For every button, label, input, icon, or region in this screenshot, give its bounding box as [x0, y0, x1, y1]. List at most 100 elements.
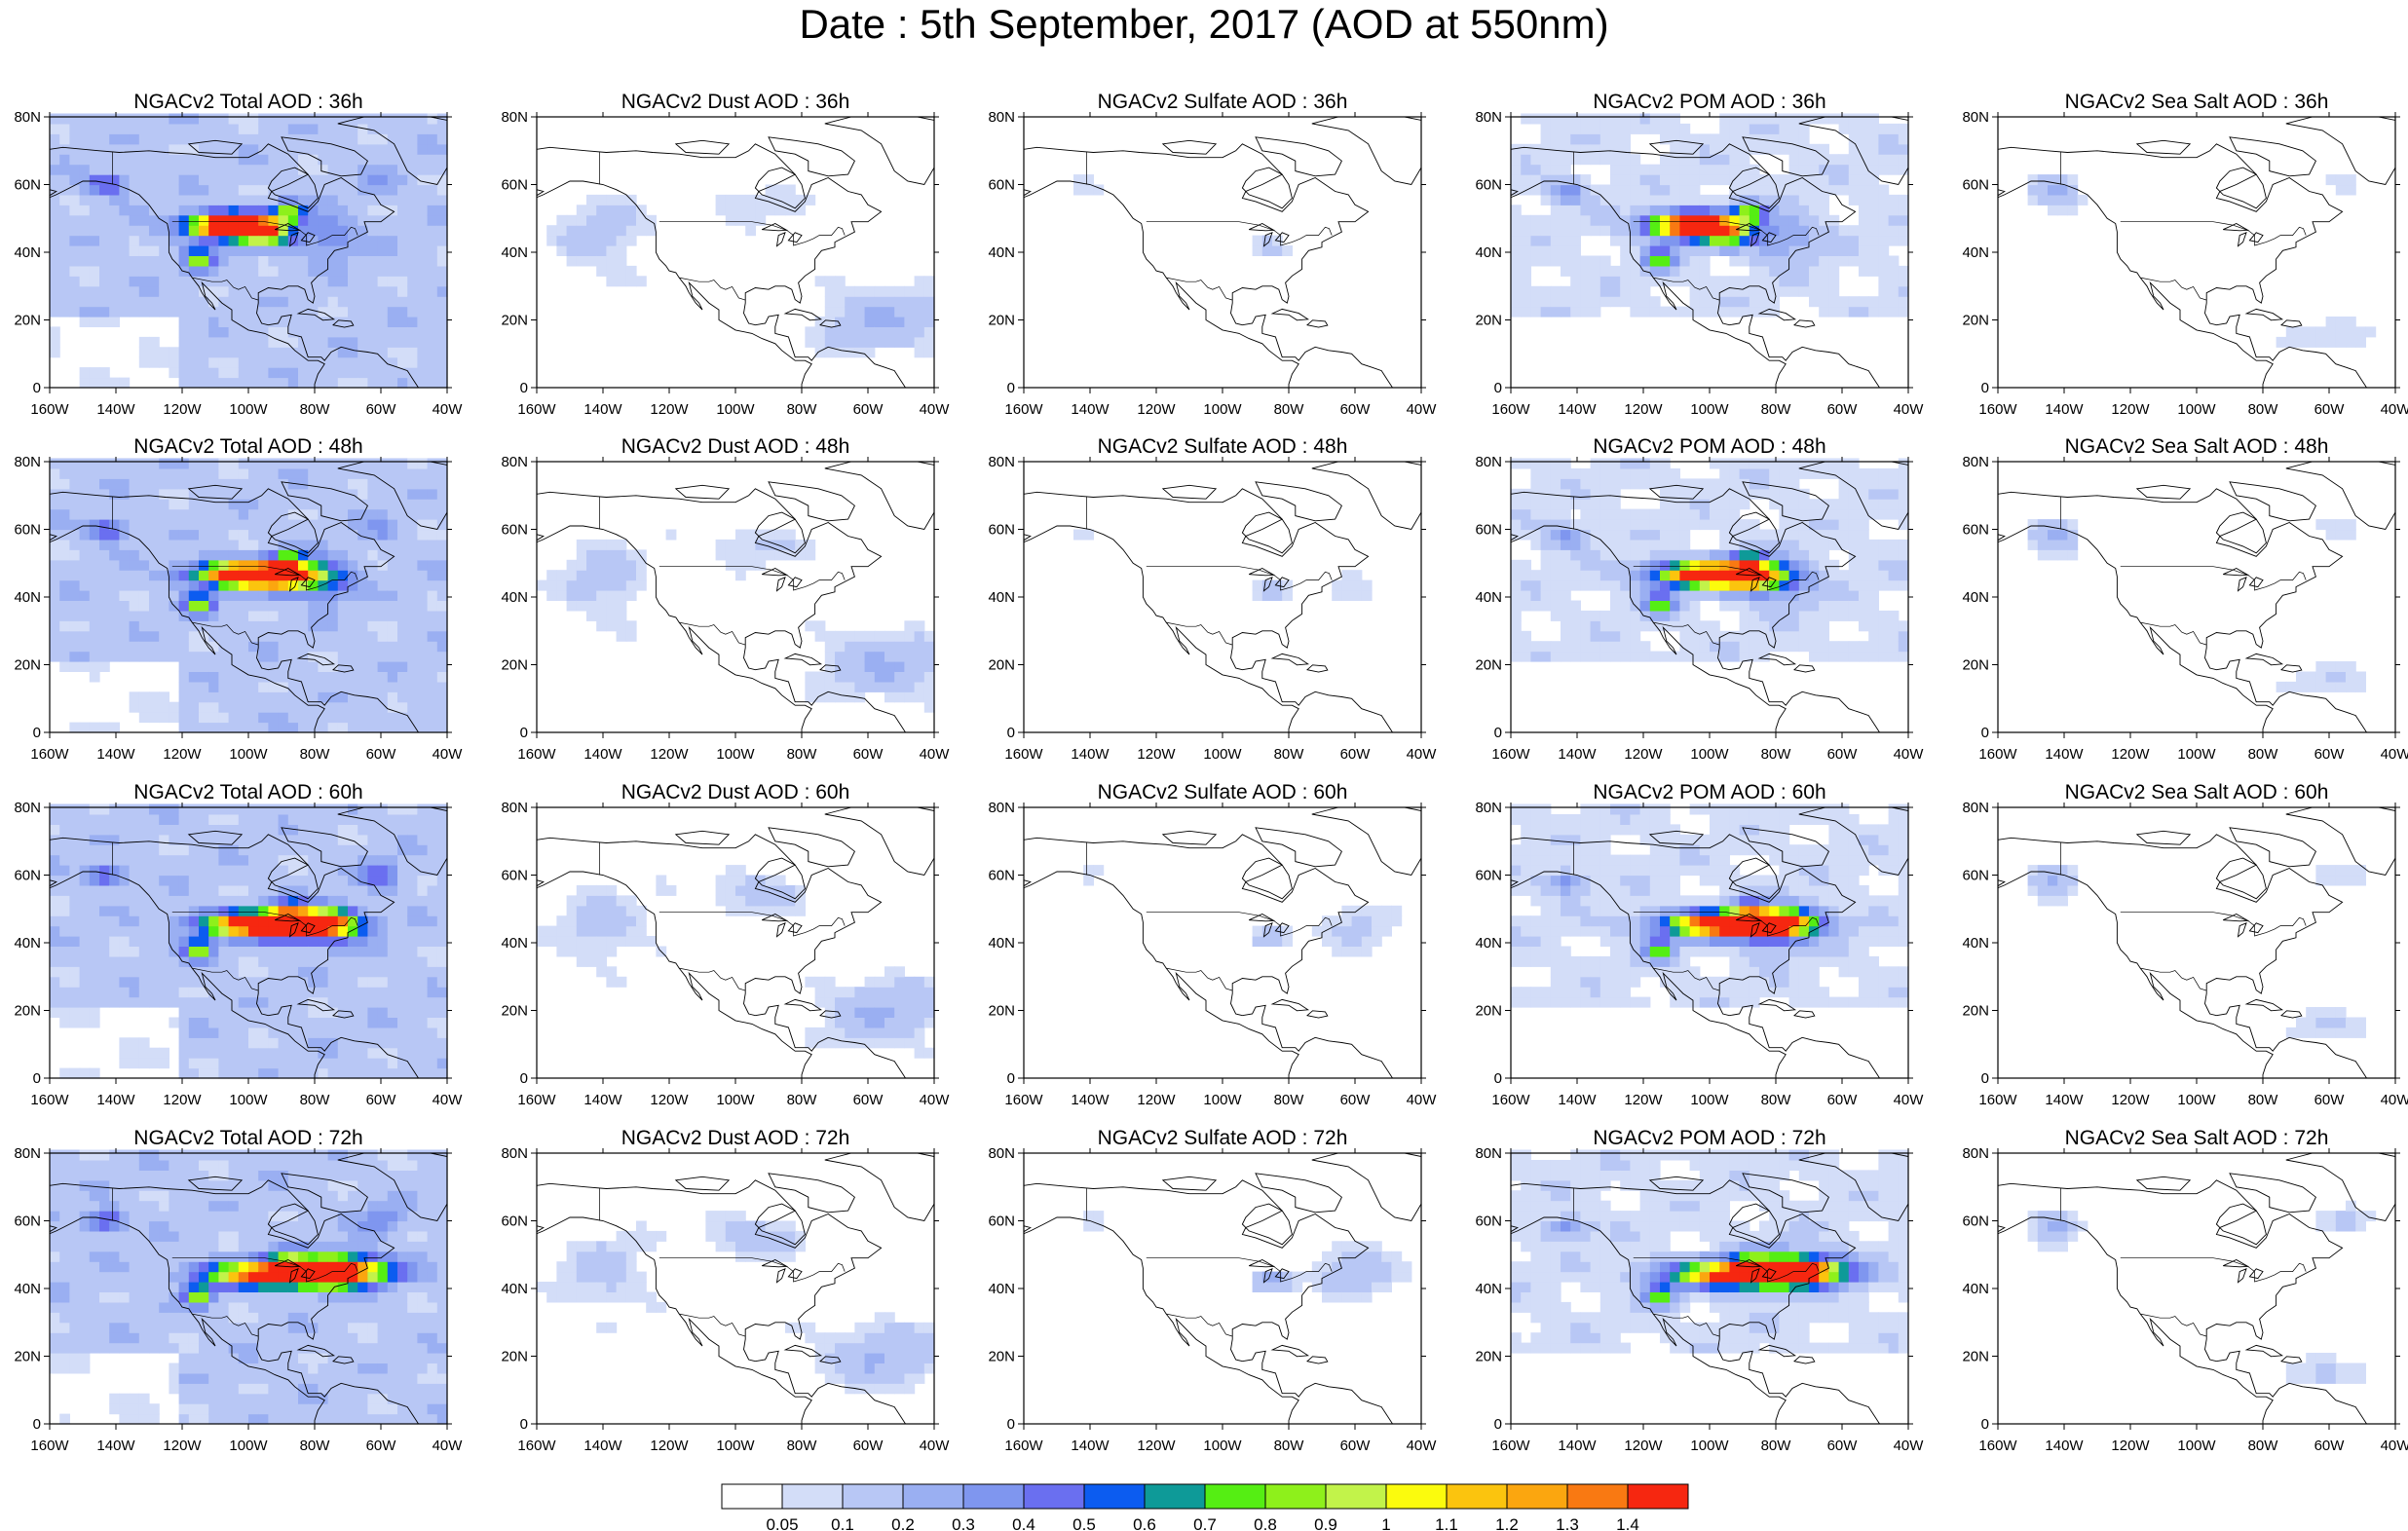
aod-cell [159, 255, 169, 267]
aod-cell [1679, 245, 1691, 256]
aod-cell [357, 225, 368, 237]
aod-cell [1888, 499, 1900, 510]
aod-cell [1561, 245, 1571, 256]
aod-cell [616, 225, 627, 237]
aod-cell [129, 620, 140, 632]
aod-cell [566, 579, 578, 591]
aod-cell [2037, 174, 2049, 186]
aod-cell [337, 1047, 349, 1059]
aod-cell [1670, 529, 1680, 541]
aod-cell [1719, 214, 1730, 226]
aod-cell [1550, 255, 1561, 267]
aod-cell [1739, 306, 1750, 317]
aod-cell [1779, 478, 1790, 490]
aod-cell [1749, 184, 1760, 196]
aod-cell [218, 164, 230, 175]
aod-cell [417, 955, 429, 967]
aod-cell [268, 184, 280, 196]
aod-cell [268, 549, 280, 561]
aod-cell [109, 600, 120, 612]
aod-cell [566, 590, 578, 601]
aod-cell [606, 245, 618, 256]
aod-cell [119, 499, 131, 510]
coastlines [1998, 462, 2395, 732]
aod-cell [2335, 529, 2347, 541]
aod-cell [149, 630, 160, 642]
aod-cell [357, 184, 368, 196]
aod-cell [119, 915, 131, 927]
aod-cell [218, 549, 230, 561]
y-tick-label: 80N [1962, 109, 1989, 126]
aod-cell [287, 905, 299, 916]
aod-cell [1710, 519, 1720, 531]
aod-cell [1580, 296, 1592, 308]
aod-cell [1898, 133, 1909, 145]
aod-cell [228, 255, 240, 267]
aod-cell [1580, 285, 1592, 297]
aod-cell [248, 113, 259, 125]
aod-cell [149, 519, 160, 531]
aod-cell [248, 946, 259, 957]
aod-cell [149, 905, 160, 916]
x-tick-label: 140W [96, 746, 135, 763]
aod-cell [119, 467, 131, 479]
aod-cell [318, 508, 329, 520]
aod-cell [178, 875, 190, 886]
aod-cell [79, 529, 91, 541]
aod-cell [427, 377, 438, 389]
aod-cell [188, 976, 200, 988]
aod-cell [1590, 225, 1601, 237]
aod-cell [188, 691, 200, 703]
aod-cell [258, 347, 269, 358]
panel-title: NGACv2 Sea Salt AOD : 36h [2065, 91, 2329, 113]
aod-cell [1868, 143, 1879, 155]
aod-cell [238, 205, 249, 216]
aod-cell [59, 570, 70, 581]
aod-cell [1759, 194, 1770, 205]
aod-cell [79, 235, 91, 246]
aod-cell [1540, 154, 1552, 166]
aod-cell [298, 488, 309, 500]
aod-cell [1838, 235, 1850, 246]
aod-cell [159, 184, 169, 196]
aod-cell [625, 549, 637, 561]
aod-cell [50, 539, 60, 550]
aod-cell [337, 549, 349, 561]
aod-cell [1550, 488, 1561, 500]
aod-cell [238, 661, 249, 672]
aod-cell [1719, 225, 1730, 237]
aod-cell [99, 884, 110, 896]
aod-cell [387, 184, 398, 196]
aod-cell [725, 559, 736, 571]
aod-cell [436, 701, 448, 713]
aod-cell [1828, 174, 1840, 186]
aod-cell [904, 691, 916, 703]
aod-cell [755, 529, 767, 541]
aod-cell [904, 296, 916, 308]
aod-cell [2057, 184, 2068, 196]
aod-cell [1530, 458, 1542, 469]
aod-cell [1521, 296, 1531, 308]
aod-cell [387, 276, 398, 287]
aod-cell [795, 549, 806, 561]
aod-cell [367, 722, 379, 733]
aod-cell [1809, 174, 1820, 186]
aod-cell [407, 458, 418, 469]
aod-cell [238, 529, 249, 541]
aod-cell [287, 976, 299, 988]
aod-cell [1888, 610, 1900, 621]
aod-cell [129, 946, 140, 957]
aod-cell [1639, 590, 1651, 601]
aod-cell [1649, 458, 1661, 469]
aod-cell [159, 925, 169, 937]
aod-cell [129, 1047, 140, 1059]
aod-cell [397, 925, 408, 937]
aod-cell [387, 814, 398, 825]
aod-cell [287, 671, 299, 683]
aod-cell [79, 458, 91, 469]
aod-cell [208, 539, 219, 550]
aod-cell [79, 925, 91, 937]
aod-cell [2027, 519, 2039, 531]
aod-cell [1699, 508, 1711, 520]
aod-cell [337, 895, 349, 907]
